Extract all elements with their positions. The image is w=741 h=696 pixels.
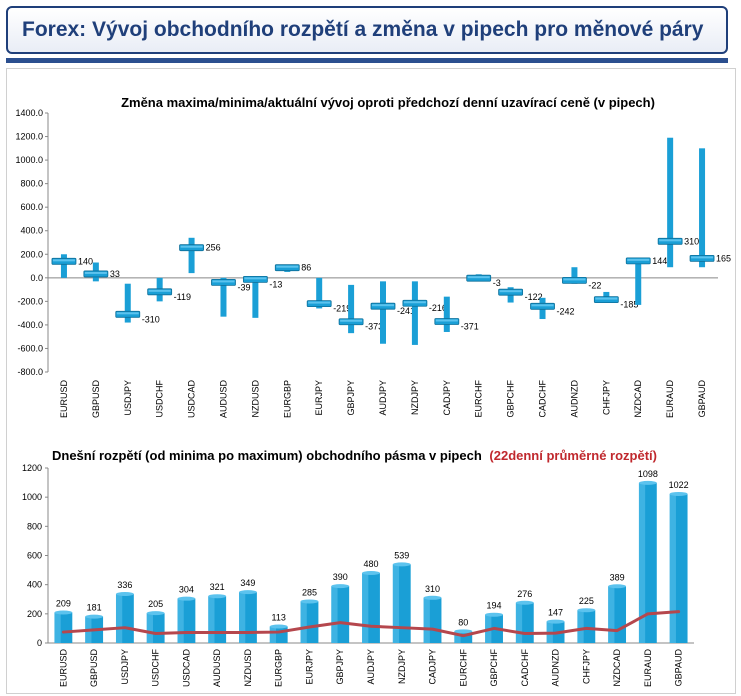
chart1-x-tick-label: GBPJPY — [346, 380, 356, 416]
chart1-data-label: -219 — [333, 304, 351, 314]
chart1-range-bar — [124, 283, 131, 323]
chart1-range-bar — [380, 281, 386, 344]
chart1-data-label: -241 — [397, 306, 415, 316]
chart1-current-marker-highlight — [595, 297, 618, 300]
chart1-x-tick-label: CHFJPY — [601, 380, 611, 415]
chart1-current-marker-highlight — [627, 258, 650, 261]
chart1-y-tick-label: 800.0 — [20, 179, 43, 189]
chart1-current-marker-highlight — [180, 245, 203, 248]
chart1-range-bar — [252, 277, 259, 318]
chart1-data-label: 86 — [301, 263, 311, 273]
chart1-x-tick-label: USDCHF — [155, 379, 165, 417]
chart1-data-label: -185 — [620, 300, 638, 310]
chart1-current-marker-highlight — [659, 239, 682, 242]
chart1-current-marker-highlight — [563, 278, 586, 281]
chart1-x-tick-label: GBPAUD — [697, 380, 707, 418]
chart1-current-marker-highlight — [372, 304, 394, 307]
chart1-y-tick-label: 200.0 — [20, 249, 43, 259]
chart1-range-bar — [699, 148, 706, 268]
chart1-data-label: -373 — [365, 322, 383, 332]
chart1-current-marker-highlight — [244, 277, 267, 280]
header-accent-bar — [6, 58, 728, 63]
chart1-current-marker-highlight — [276, 265, 299, 268]
chart1-x-tick-label: EURUSD — [59, 380, 69, 419]
chart1-data-label: -39 — [237, 282, 250, 292]
chart1-x-tick-label: EURCHF — [474, 379, 484, 417]
chart1-range-bar — [60, 254, 67, 278]
chart1-x-tick-label: EURGBP — [282, 380, 292, 418]
chart1-range-bar — [443, 296, 450, 332]
chart1-data-label: -242 — [557, 306, 575, 316]
chart1-current-marker-highlight — [308, 301, 331, 304]
chart1-y-tick-label: 600.0 — [20, 202, 43, 212]
chart1-current-marker-highlight — [467, 276, 490, 279]
chart1-x-tick-label: EURJPY — [314, 380, 324, 416]
chart1-data-label: 256 — [206, 243, 221, 253]
chart1-current-marker-highlight — [212, 280, 235, 283]
chart1-data-label: 33 — [110, 269, 120, 279]
chart1-data-label: -119 — [174, 292, 191, 302]
chart1-data-label: -22 — [588, 280, 601, 290]
chart1-title: Změna maxima/minima/aktuální vývoj oprot… — [121, 95, 655, 110]
chart1-range-bar — [348, 284, 355, 334]
page-title: Forex: Vývoj obchodního rozpětí a změna … — [22, 18, 704, 41]
chart1-data-label: 310 — [684, 236, 699, 246]
chart1-x-tick-label: NZDUSD — [250, 380, 260, 418]
chart1-x-tick-label: AUDUSD — [218, 380, 228, 419]
chart1-data-label: -310 — [142, 314, 160, 324]
chart1-y-tick-label: 0.0 — [30, 273, 43, 283]
chart1-x-tick-label: GBPCHF — [506, 380, 516, 418]
chart1-range-bar — [188, 237, 195, 274]
chart1-data-label: 144 — [652, 256, 667, 266]
chart1-x-tick-label: CADCHF — [538, 379, 548, 417]
chart1-current-marker-highlight — [84, 271, 107, 274]
chart1-range-bar — [667, 137, 674, 268]
chart1-current-marker-highlight — [148, 289, 171, 292]
chart1-data-label: 140 — [78, 256, 93, 266]
chart1-data-label: 165 — [716, 253, 731, 263]
chart1-y-tick-label: -800.0 — [17, 367, 43, 377]
chart1-data-label: -122 — [525, 292, 543, 302]
chart-panel — [6, 68, 736, 694]
chart1-y-tick-label: -400.0 — [17, 320, 43, 330]
chart1-y-tick-label: -600.0 — [17, 343, 43, 353]
chart1-y-tick-label: 400.0 — [20, 226, 43, 236]
chart1-y-tick-label: 1000.0 — [15, 155, 43, 165]
chart1-data-label: -13 — [269, 279, 282, 289]
chart1-x-tick-label: EURAUD — [665, 380, 675, 419]
chart1-current-marker-highlight — [403, 301, 426, 304]
chart1-current-marker-highlight — [499, 290, 522, 293]
chart1-range-bar — [635, 258, 642, 305]
chart1-range-bar — [316, 277, 323, 309]
chart1-x-tick-label: NZDJPY — [410, 380, 420, 415]
chart1-x-tick-label: USDJPY — [123, 380, 133, 416]
chart1-x-tick-label: NZDCAD — [633, 380, 643, 418]
chart1-range-bar — [220, 277, 227, 317]
chart1-x-tick-label: USDCAD — [187, 380, 197, 419]
chart1-current-marker-highlight — [531, 304, 554, 307]
chart1-current-marker-highlight — [340, 319, 363, 322]
chart1-range-bar — [571, 267, 578, 284]
chart1-x-tick-label: CADJPY — [442, 380, 452, 416]
chart1-current-marker-highlight — [435, 319, 458, 322]
chart1-range-bar — [411, 281, 418, 345]
chart1-x-tick-label: AUDNZD — [569, 380, 579, 418]
chart1-x-tick-label: GBPUSD — [91, 380, 101, 419]
chart1-y-tick-label: 1400.0 — [15, 108, 43, 118]
chart1-x-tick-label: AUDJPY — [378, 380, 388, 416]
chart1-current-marker-highlight — [116, 312, 139, 315]
chart1-current-marker-highlight — [691, 256, 714, 259]
chart1-data-label: -3 — [493, 278, 501, 288]
header-banner: Forex: Vývoj obchodního rozpětí a změna … — [6, 6, 728, 54]
chart1-y-tick-label: 1200.0 — [15, 132, 43, 142]
chart1-data-label: -371 — [461, 321, 479, 331]
chart1-data-label: -216 — [429, 303, 447, 313]
range-change-chart: Změna maxima/minima/aktuální vývoj oprot… — [15, 95, 731, 419]
chart1-y-tick-label: -200.0 — [17, 296, 43, 306]
chart1-current-marker-highlight — [52, 259, 75, 262]
